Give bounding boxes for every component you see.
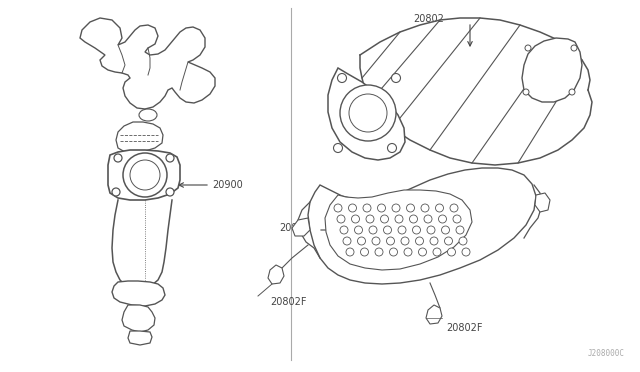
Text: 20802: 20802 — [413, 14, 444, 24]
Polygon shape — [308, 168, 536, 284]
Circle shape — [369, 226, 377, 234]
Circle shape — [427, 226, 435, 234]
Circle shape — [366, 215, 374, 223]
Circle shape — [569, 89, 575, 95]
Circle shape — [525, 45, 531, 51]
Circle shape — [381, 215, 388, 223]
Circle shape — [340, 85, 396, 141]
Circle shape — [340, 226, 348, 234]
Circle shape — [415, 237, 424, 245]
Circle shape — [445, 237, 452, 245]
Circle shape — [372, 237, 380, 245]
Polygon shape — [535, 193, 550, 212]
Circle shape — [349, 204, 356, 212]
Circle shape — [166, 188, 174, 196]
Polygon shape — [122, 305, 155, 332]
Circle shape — [450, 204, 458, 212]
Circle shape — [438, 215, 447, 223]
Text: 20900: 20900 — [212, 180, 243, 190]
Circle shape — [456, 226, 464, 234]
Circle shape — [410, 215, 417, 223]
Circle shape — [435, 204, 444, 212]
Polygon shape — [292, 218, 310, 236]
Circle shape — [401, 237, 409, 245]
Polygon shape — [112, 281, 165, 306]
Polygon shape — [128, 331, 152, 345]
Circle shape — [349, 94, 387, 132]
Circle shape — [360, 248, 369, 256]
Circle shape — [114, 154, 122, 162]
Text: 20802F: 20802F — [270, 297, 307, 307]
Polygon shape — [108, 150, 180, 200]
Circle shape — [523, 89, 529, 95]
Circle shape — [442, 226, 449, 234]
Circle shape — [375, 248, 383, 256]
Circle shape — [337, 74, 346, 83]
Circle shape — [430, 237, 438, 245]
Circle shape — [419, 248, 426, 256]
Polygon shape — [112, 200, 172, 288]
Circle shape — [333, 144, 342, 153]
Text: 20851: 20851 — [279, 223, 310, 233]
Circle shape — [387, 144, 397, 153]
Polygon shape — [522, 38, 582, 102]
Circle shape — [346, 248, 354, 256]
Circle shape — [395, 215, 403, 223]
Polygon shape — [325, 190, 472, 270]
Circle shape — [363, 204, 371, 212]
Circle shape — [166, 154, 174, 162]
Text: J208000C: J208000C — [588, 349, 625, 358]
Circle shape — [433, 248, 441, 256]
Polygon shape — [116, 122, 163, 153]
Polygon shape — [360, 18, 592, 165]
Circle shape — [404, 248, 412, 256]
Circle shape — [378, 204, 385, 212]
Circle shape — [413, 226, 420, 234]
Circle shape — [453, 215, 461, 223]
Circle shape — [383, 226, 392, 234]
Circle shape — [343, 237, 351, 245]
Ellipse shape — [139, 109, 157, 121]
Polygon shape — [328, 68, 405, 160]
Circle shape — [462, 248, 470, 256]
Circle shape — [334, 204, 342, 212]
Circle shape — [390, 248, 397, 256]
Circle shape — [392, 74, 401, 83]
Circle shape — [421, 204, 429, 212]
Circle shape — [398, 226, 406, 234]
Circle shape — [459, 237, 467, 245]
Polygon shape — [80, 18, 215, 109]
Circle shape — [123, 153, 167, 197]
Text: 20802F: 20802F — [446, 323, 483, 333]
Polygon shape — [268, 265, 284, 284]
Circle shape — [355, 226, 362, 234]
Circle shape — [351, 215, 360, 223]
Circle shape — [424, 215, 432, 223]
Circle shape — [392, 204, 400, 212]
Polygon shape — [426, 305, 442, 324]
Circle shape — [130, 160, 160, 190]
Circle shape — [571, 45, 577, 51]
Circle shape — [447, 248, 456, 256]
Circle shape — [358, 237, 365, 245]
Circle shape — [406, 204, 415, 212]
Circle shape — [337, 215, 345, 223]
Circle shape — [387, 237, 394, 245]
Circle shape — [112, 188, 120, 196]
